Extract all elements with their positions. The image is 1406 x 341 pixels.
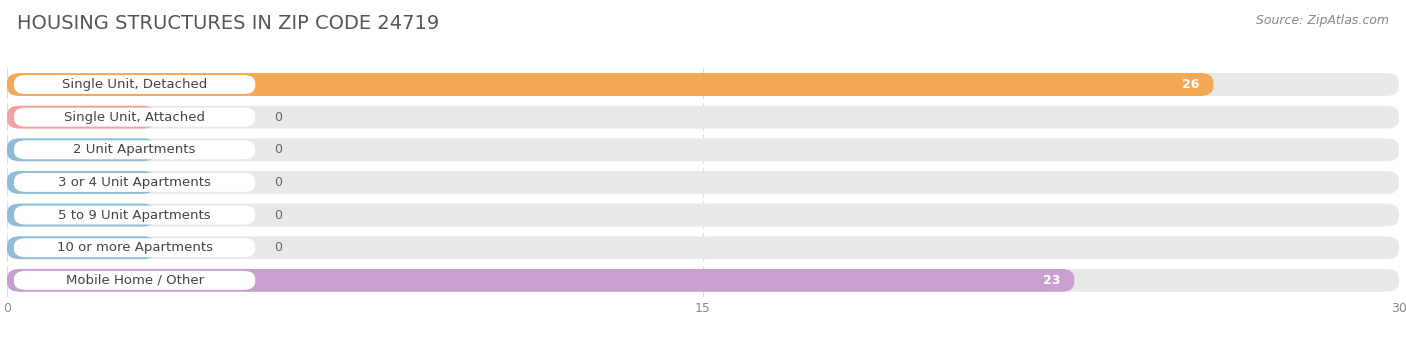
Text: 3 or 4 Unit Apartments: 3 or 4 Unit Apartments <box>58 176 211 189</box>
Text: 0: 0 <box>274 143 281 156</box>
Text: 0: 0 <box>274 176 281 189</box>
FancyBboxPatch shape <box>7 204 1399 226</box>
FancyBboxPatch shape <box>7 269 1074 292</box>
Text: 10 or more Apartments: 10 or more Apartments <box>56 241 212 254</box>
FancyBboxPatch shape <box>7 236 1399 259</box>
FancyBboxPatch shape <box>7 171 156 194</box>
FancyBboxPatch shape <box>7 204 156 226</box>
Text: HOUSING STRUCTURES IN ZIP CODE 24719: HOUSING STRUCTURES IN ZIP CODE 24719 <box>17 14 439 33</box>
FancyBboxPatch shape <box>7 269 1399 292</box>
Text: Source: ZipAtlas.com: Source: ZipAtlas.com <box>1256 14 1389 27</box>
Text: 23: 23 <box>1043 274 1060 287</box>
Text: Single Unit, Detached: Single Unit, Detached <box>62 78 207 91</box>
FancyBboxPatch shape <box>7 106 1399 129</box>
Text: Single Unit, Attached: Single Unit, Attached <box>65 111 205 124</box>
FancyBboxPatch shape <box>7 236 156 259</box>
FancyBboxPatch shape <box>7 73 1213 96</box>
Text: 2 Unit Apartments: 2 Unit Apartments <box>73 143 195 156</box>
FancyBboxPatch shape <box>14 75 256 94</box>
Text: 0: 0 <box>274 111 281 124</box>
FancyBboxPatch shape <box>7 171 1399 194</box>
Text: Mobile Home / Other: Mobile Home / Other <box>66 274 204 287</box>
FancyBboxPatch shape <box>14 108 256 127</box>
Text: 0: 0 <box>274 241 281 254</box>
Text: 0: 0 <box>274 209 281 222</box>
FancyBboxPatch shape <box>7 106 156 129</box>
FancyBboxPatch shape <box>7 138 156 161</box>
FancyBboxPatch shape <box>7 138 1399 161</box>
FancyBboxPatch shape <box>14 271 256 290</box>
Text: 5 to 9 Unit Apartments: 5 to 9 Unit Apartments <box>58 209 211 222</box>
FancyBboxPatch shape <box>14 173 256 192</box>
FancyBboxPatch shape <box>14 206 256 224</box>
Text: 26: 26 <box>1182 78 1199 91</box>
FancyBboxPatch shape <box>14 140 256 159</box>
FancyBboxPatch shape <box>14 238 256 257</box>
FancyBboxPatch shape <box>7 73 1399 96</box>
